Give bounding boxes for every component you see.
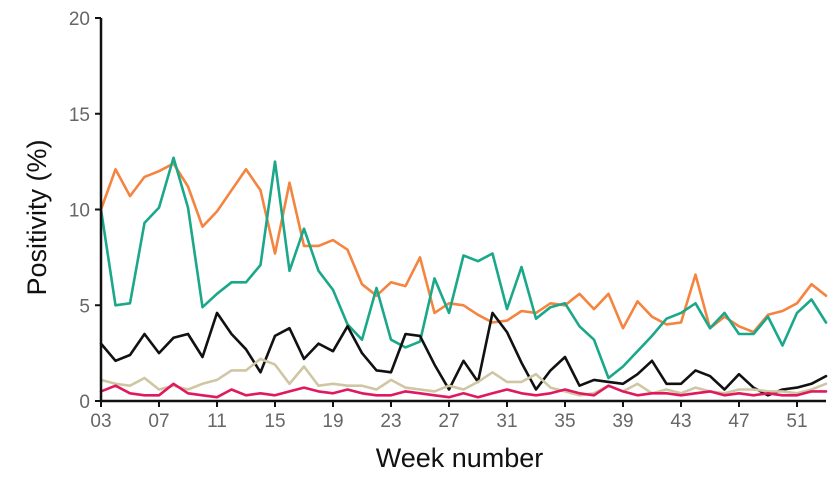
y-tick-label: 0 [79,392,90,413]
x-tick-label: 43 [670,411,691,432]
y-axis-title: Positivity (%) [22,139,52,295]
x-tick-label: 11 [207,411,227,432]
x-tick-label: 07 [148,411,169,432]
series-layer [99,156,828,399]
series-line-2 [99,156,828,380]
y-tick-label: 15 [69,105,90,126]
x-tick-label: 51 [786,411,807,432]
x-tick-label: 39 [612,411,633,432]
x-tick-label: 47 [728,411,749,432]
x-tick-label: 27 [438,411,459,432]
x-tick-label: 03 [90,411,111,432]
y-tick-label: 20 [69,9,90,30]
y-tick-label: 10 [69,201,90,222]
series-line-5 [99,382,828,399]
series-line-1 [99,162,828,334]
y-tick-label: 5 [79,296,90,317]
x-tick-label: 35 [554,411,575,432]
x-tick-label: 31 [496,411,517,432]
series-line-3 [99,311,828,397]
x-tick-label: 19 [322,411,343,432]
x-tick-label: 15 [264,411,285,432]
x-axis-ticks: 03 07 11 15 19 23 27 31 35 39 43 47 51 [90,401,808,432]
x-axis-title: Week number [376,443,544,473]
series-line-4 [99,357,828,397]
x-tick-label: 23 [380,411,401,432]
y-axis-ticks: 0 5 10 15 20 [69,9,101,413]
